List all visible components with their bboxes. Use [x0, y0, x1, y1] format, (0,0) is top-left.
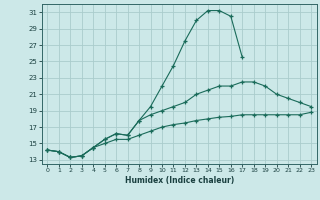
X-axis label: Humidex (Indice chaleur): Humidex (Indice chaleur) [124, 176, 234, 185]
